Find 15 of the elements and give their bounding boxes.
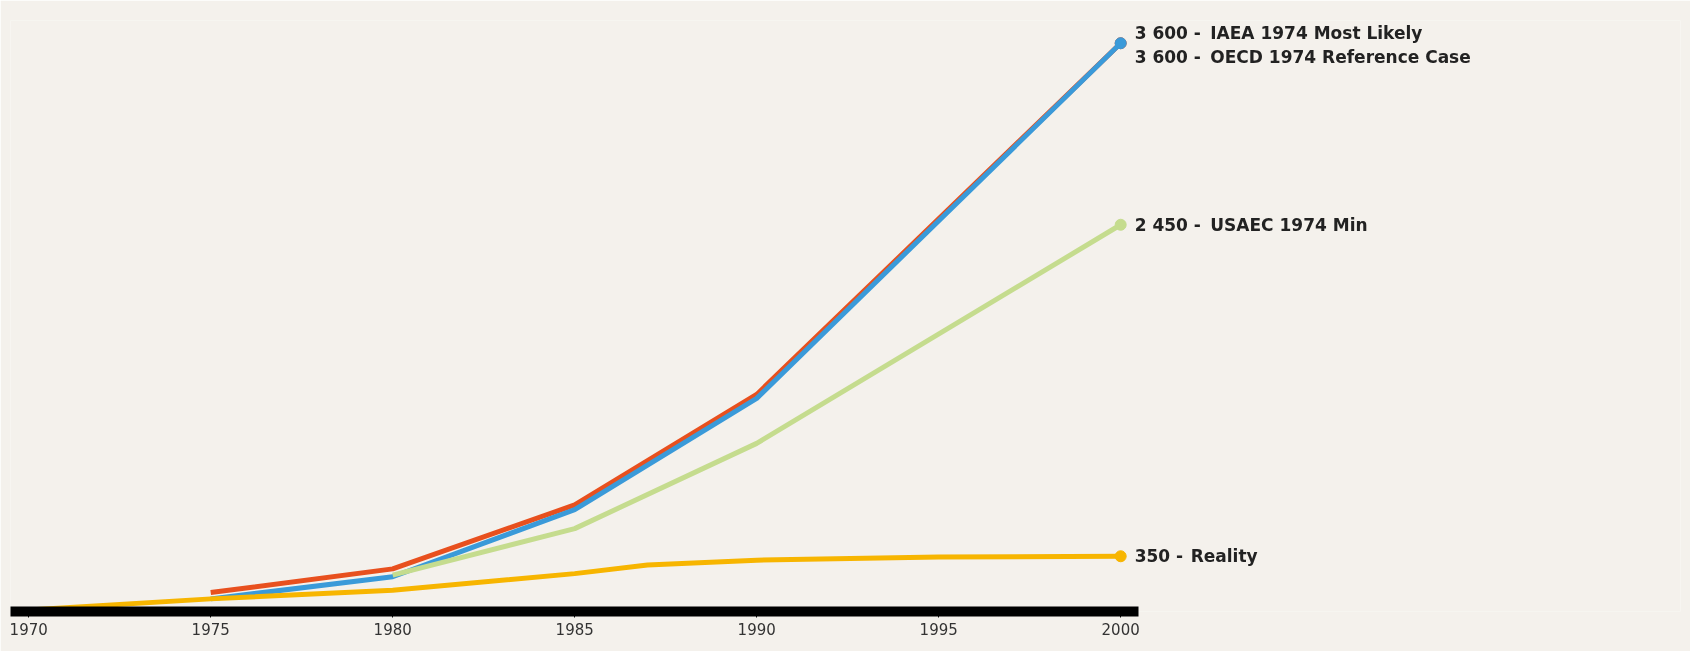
text: IAEA 1974 Most Likely [1210,23,1423,44]
data-label: 3 600 - [1134,23,1201,44]
x-tick-label: 1995 [919,620,958,639]
x-tick-label: 2000 [1101,620,1140,639]
x-tick-label: 1985 [555,620,594,639]
text: OECD 1974 Reference Case [1210,47,1471,68]
data-label: 2 450 - [1134,214,1201,235]
x-tick-label: 1970 [9,620,48,639]
x-tick-label: 1975 [191,620,230,639]
text: USAEC 1974 Min [1210,214,1368,235]
x-tick-label: 1980 [373,620,412,639]
x-tick-label: 1990 [737,620,776,639]
data-label: 350 - [1134,546,1184,567]
text: Reality [1190,546,1258,567]
data-label: 3 600 - [1134,47,1201,68]
